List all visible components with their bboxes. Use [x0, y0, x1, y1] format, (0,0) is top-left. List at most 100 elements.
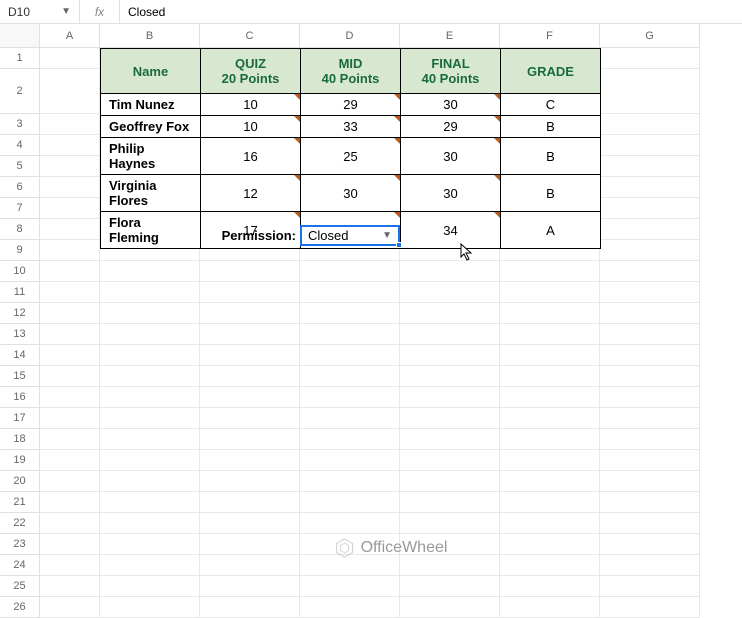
cell[interactable] — [100, 408, 200, 429]
cell[interactable] — [300, 303, 400, 324]
cell[interactable] — [600, 240, 700, 261]
cell[interactable] — [200, 366, 300, 387]
cell[interactable] — [600, 555, 700, 576]
cell[interactable] — [500, 282, 600, 303]
table-header-cell[interactable]: GRADE — [501, 49, 601, 94]
final-cell[interactable]: 30 — [401, 94, 501, 116]
cell[interactable] — [500, 366, 600, 387]
cell[interactable] — [40, 513, 100, 534]
grade-cell[interactable]: A — [501, 212, 601, 249]
cell[interactable] — [100, 282, 200, 303]
cell[interactable] — [300, 324, 400, 345]
grid-body[interactable]: NameQUIZ20 PointsMID40 PointsFINAL40 Poi… — [40, 48, 742, 618]
cell[interactable] — [200, 534, 300, 555]
row-header-2[interactable]: 2 — [0, 69, 40, 114]
cell[interactable] — [40, 69, 100, 114]
cell[interactable] — [300, 576, 400, 597]
cell[interactable] — [600, 471, 700, 492]
select-all-corner[interactable] — [0, 24, 40, 48]
cell[interactable] — [100, 324, 200, 345]
mid-cell[interactable]: 33 — [301, 116, 401, 138]
cell[interactable] — [600, 114, 700, 135]
cell[interactable] — [100, 492, 200, 513]
cell[interactable] — [100, 261, 200, 282]
cell[interactable] — [500, 492, 600, 513]
column-header-D[interactable]: D — [300, 24, 400, 48]
cell[interactable] — [500, 408, 600, 429]
row-header-5[interactable]: 5 — [0, 156, 40, 177]
cell[interactable] — [600, 345, 700, 366]
cell[interactable] — [400, 261, 500, 282]
cell[interactable] — [40, 324, 100, 345]
name-cell[interactable]: Virginia Flores — [101, 175, 201, 212]
row-header-6[interactable]: 6 — [0, 177, 40, 198]
cell[interactable] — [600, 135, 700, 156]
cell[interactable] — [500, 387, 600, 408]
cell[interactable] — [600, 513, 700, 534]
cell[interactable] — [600, 429, 700, 450]
cell[interactable] — [500, 576, 600, 597]
cell[interactable] — [600, 303, 700, 324]
grade-cell[interactable]: B — [501, 116, 601, 138]
cell[interactable] — [600, 177, 700, 198]
column-header-G[interactable]: G — [600, 24, 700, 48]
cell[interactable] — [300, 366, 400, 387]
final-cell[interactable]: 30 — [401, 138, 501, 175]
cell[interactable] — [200, 576, 300, 597]
cell[interactable] — [400, 450, 500, 471]
cell[interactable] — [500, 471, 600, 492]
row-header-25[interactable]: 25 — [0, 576, 40, 597]
cell[interactable] — [40, 303, 100, 324]
cell[interactable] — [40, 219, 100, 240]
cell[interactable] — [40, 240, 100, 261]
cell[interactable] — [200, 513, 300, 534]
cell[interactable] — [40, 156, 100, 177]
cell[interactable] — [200, 345, 300, 366]
row-header-9[interactable]: 9 — [0, 240, 40, 261]
cell[interactable] — [300, 555, 400, 576]
cell[interactable] — [100, 534, 200, 555]
cell[interactable] — [40, 408, 100, 429]
cell[interactable] — [40, 387, 100, 408]
cell[interactable] — [40, 177, 100, 198]
row-header-8[interactable]: 8 — [0, 219, 40, 240]
cell[interactable] — [300, 513, 400, 534]
row-header-21[interactable]: 21 — [0, 492, 40, 513]
cell[interactable] — [40, 450, 100, 471]
cell[interactable] — [200, 429, 300, 450]
cell[interactable] — [600, 597, 700, 618]
table-header-cell[interactable]: Name — [101, 49, 201, 94]
cell[interactable] — [300, 282, 400, 303]
cell[interactable] — [300, 492, 400, 513]
cell[interactable] — [40, 345, 100, 366]
row-header-16[interactable]: 16 — [0, 387, 40, 408]
row-header-15[interactable]: 15 — [0, 366, 40, 387]
cell[interactable] — [500, 534, 600, 555]
cell-reference-box[interactable]: D10 ▼ — [0, 0, 80, 23]
cell[interactable] — [400, 471, 500, 492]
cell[interactable] — [500, 513, 600, 534]
cell[interactable] — [600, 69, 700, 114]
cell[interactable] — [500, 303, 600, 324]
final-cell[interactable]: 30 — [401, 175, 501, 212]
table-header-cell[interactable]: FINAL40 Points — [401, 49, 501, 94]
cell[interactable] — [400, 387, 500, 408]
name-cell[interactable]: Philip Haynes — [101, 138, 201, 175]
cell[interactable] — [40, 555, 100, 576]
mid-cell[interactable]: 25 — [301, 138, 401, 175]
cell[interactable] — [40, 471, 100, 492]
cell[interactable] — [400, 492, 500, 513]
row-header-7[interactable]: 7 — [0, 198, 40, 219]
row-header-13[interactable]: 13 — [0, 324, 40, 345]
cell[interactable] — [500, 450, 600, 471]
cell[interactable] — [40, 48, 100, 69]
cell[interactable] — [600, 492, 700, 513]
cell[interactable] — [600, 261, 700, 282]
cell[interactable] — [500, 261, 600, 282]
cell[interactable] — [40, 282, 100, 303]
cell[interactable] — [300, 450, 400, 471]
cell[interactable] — [500, 324, 600, 345]
name-cell[interactable]: Flora Fleming — [101, 212, 201, 249]
cell[interactable] — [100, 513, 200, 534]
column-header-B[interactable]: B — [100, 24, 200, 48]
